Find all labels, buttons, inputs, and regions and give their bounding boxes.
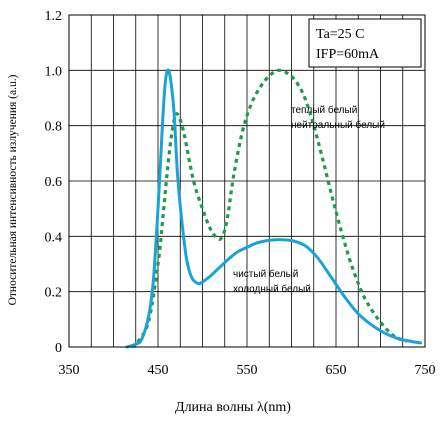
warm-white-label: теплый белый (291, 104, 357, 116)
x-tick-label: 550 (237, 363, 258, 378)
y-tick-label: 1.2 (45, 9, 63, 24)
series-group (127, 70, 421, 347)
pure-cool-white-curve (127, 70, 421, 347)
condition-current: IFP=60mA (316, 47, 380, 62)
neutral-white-label: нейтральный белый (291, 119, 385, 131)
y-tick-label: 1.0 (45, 64, 63, 79)
y-tick-label: 0.4 (45, 230, 63, 245)
pure-white-label: чистый белый (233, 268, 298, 280)
condition-temperature: Ta=25 C (316, 27, 365, 42)
y-tick-label: 0.2 (45, 286, 63, 301)
y-tick-label: 0.8 (45, 120, 63, 135)
y-tick-label: 0.6 (45, 175, 63, 190)
x-tick-label: 750 (415, 363, 436, 378)
y-tick-labels: 0 0.2 0.4 0.6 0.8 1.0 1.2 (45, 9, 63, 356)
x-tick-label: 350 (59, 363, 80, 378)
y-tick-label: 0 (55, 341, 62, 356)
x-tick-label: 450 (148, 363, 169, 378)
cool-white-label: холодный белый (233, 283, 311, 295)
x-tick-label: 650 (326, 363, 347, 378)
x-tick-labels: 350 450 550 650 750 (59, 363, 436, 378)
x-axis-label: Длина волны λ(nm) (175, 400, 291, 415)
conditions-box: Ta=25 C IFP=60mA (309, 19, 421, 67)
y-axis-label: Относительная интенсивность излучения (a… (7, 74, 19, 305)
